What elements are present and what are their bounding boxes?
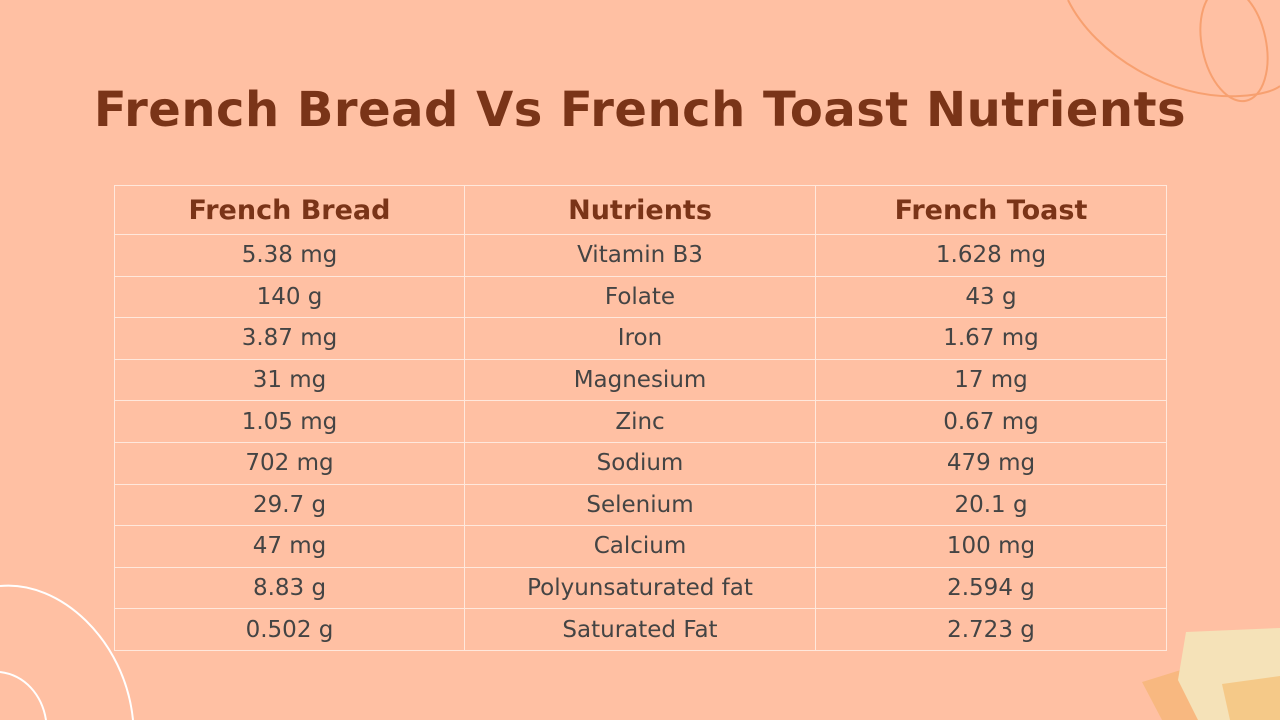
nutrient-name: Vitamin B3 — [464, 234, 816, 277]
table-row: 702 mg Sodium 479 mg — [114, 441, 1167, 485]
french-toast-value: 2.723 g — [815, 608, 1167, 651]
table-row: 0.502 g Saturated Fat 2.723 g — [114, 608, 1167, 651]
french-bread-value: 47 mg — [114, 525, 465, 568]
french-toast-value: 20.1 g — [815, 483, 1167, 527]
table-row: 8.83 g Polyunsaturated fat 2.594 g — [114, 566, 1167, 610]
french-toast-value: 43 g — [815, 275, 1167, 319]
table-row: 3.87 mg Iron 1.67 mg — [114, 317, 1167, 360]
nutrient-name: Saturated Fat — [464, 608, 816, 651]
table-row: 140 g Folate 43 g — [114, 275, 1167, 319]
french-bread-value: 5.38 mg — [114, 234, 465, 277]
french-toast-value: 100 mg — [815, 525, 1167, 568]
nutrient-name: Calcium — [464, 525, 816, 568]
nutrient-name: Folate — [464, 275, 816, 319]
nutrient-name: Polyunsaturated fat — [464, 566, 816, 610]
table-row: 29.7 g Selenium 20.1 g — [114, 483, 1167, 527]
french-bread-value: 0.502 g — [114, 608, 465, 651]
french-bread-value: 1.05 mg — [114, 400, 465, 443]
table-row: 47 mg Calcium 100 mg — [114, 525, 1167, 568]
french-bread-value: 702 mg — [114, 441, 465, 485]
nutrient-name: Zinc — [464, 400, 816, 443]
french-bread-value: 8.83 g — [114, 566, 465, 610]
french-toast-value: 1.67 mg — [815, 317, 1167, 360]
table-header-row: French Bread Nutrients French Toast — [114, 185, 1167, 235]
nutrient-name: Magnesium — [464, 358, 816, 402]
table-row: 5.38 mg Vitamin B3 1.628 mg — [114, 234, 1167, 277]
french-bread-value: 29.7 g — [114, 483, 465, 527]
nutrients-table: French Bread Nutrients French Toast 5.38… — [114, 185, 1167, 651]
table-row: 31 mg Magnesium 17 mg — [114, 358, 1167, 402]
french-toast-value: 1.628 mg — [815, 234, 1167, 277]
french-toast-value: 0.67 mg — [815, 400, 1167, 443]
header-french-toast: French Toast — [815, 185, 1167, 235]
french-bread-value: 3.87 mg — [114, 317, 465, 360]
bottom-left-arc-inner — [0, 671, 47, 720]
french-bread-value: 31 mg — [114, 358, 465, 402]
header-nutrients: Nutrients — [464, 185, 816, 235]
french-toast-value: 479 mg — [815, 441, 1167, 485]
paper-shape-cream — [1178, 628, 1280, 720]
nutrient-name: Iron — [464, 317, 816, 360]
nutrient-name: Selenium — [464, 483, 816, 527]
french-bread-value: 140 g — [114, 275, 465, 319]
paper-shape-orange — [1142, 654, 1280, 720]
nutrient-name: Sodium — [464, 441, 816, 485]
page-title: French Bread Vs French Toast Nutrients — [93, 82, 1187, 138]
french-toast-value: 17 mg — [815, 358, 1167, 402]
header-french-bread: French Bread — [114, 185, 465, 235]
french-toast-value: 2.594 g — [815, 566, 1167, 610]
table-row: 1.05 mg Zinc 0.67 mg — [114, 400, 1167, 443]
paper-shape-yellow — [1222, 676, 1280, 720]
